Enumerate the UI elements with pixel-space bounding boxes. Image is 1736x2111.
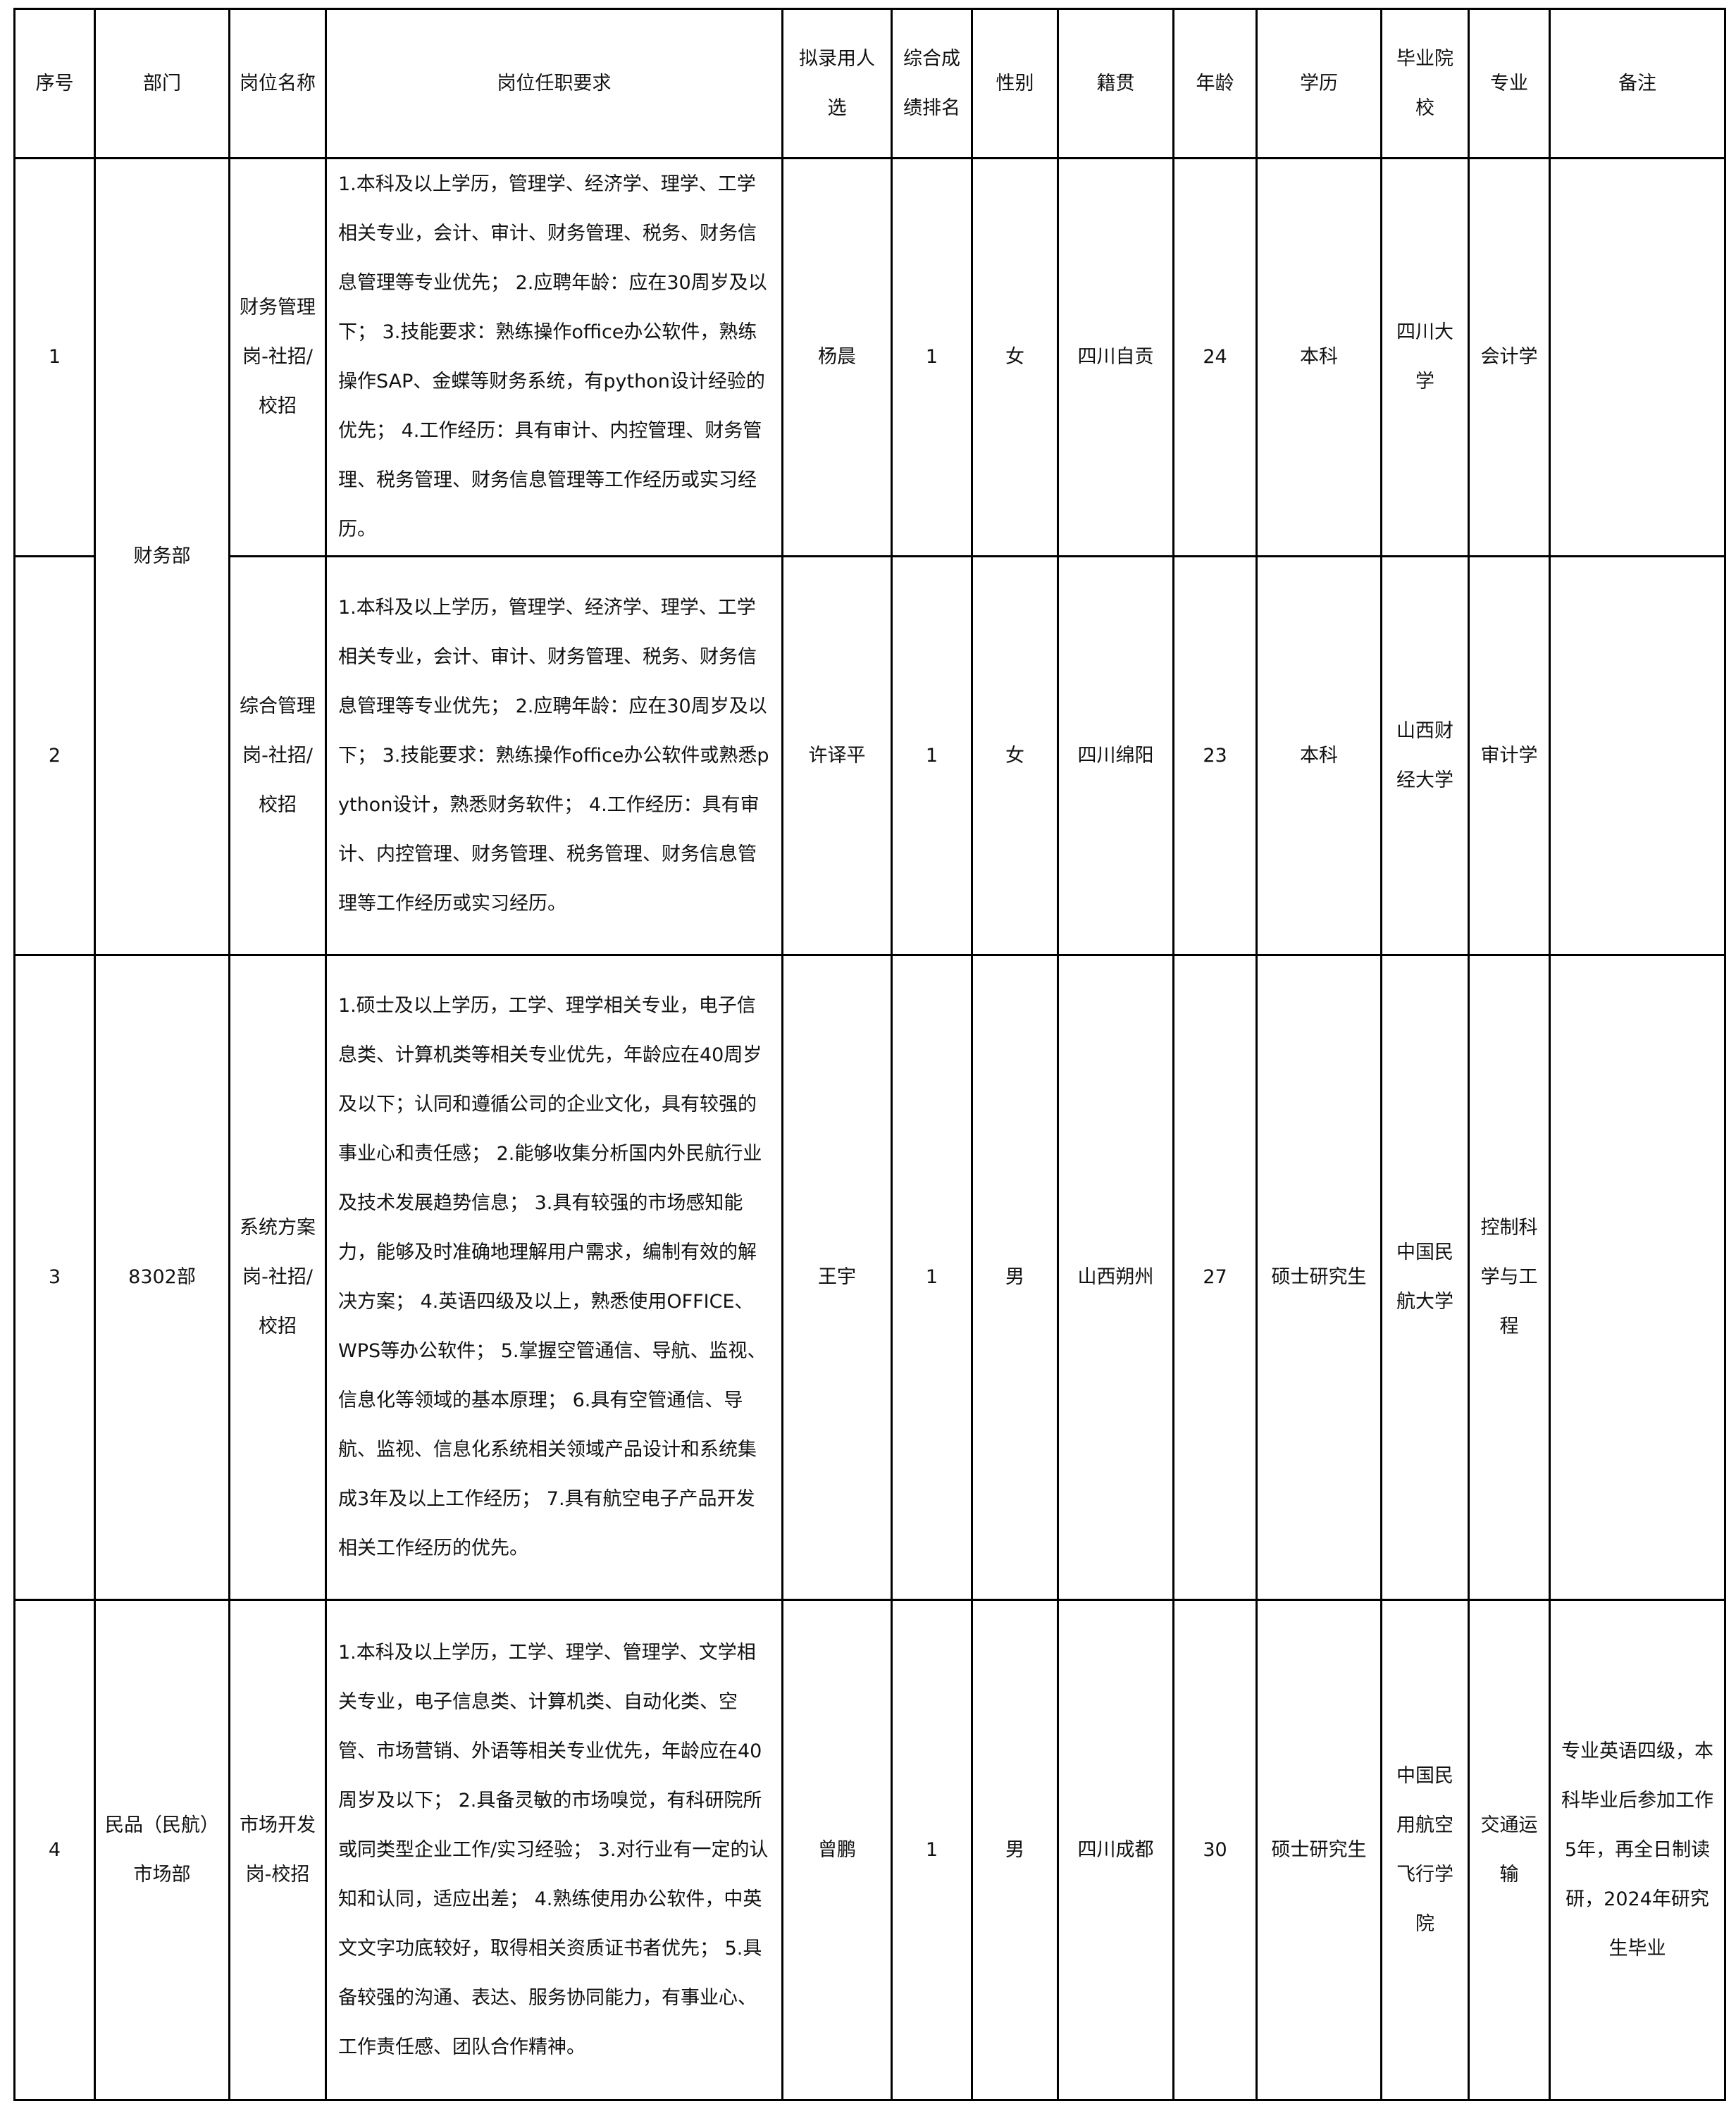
table-row: 2 综合管理岗-社招/校招 1.本科及以上学历，管理学、经济学、理学、工学相关专… (13, 555, 1726, 956)
cell-requirements: 1.硕士及以上学历，工学、理学相关专业，电子信息类、计算机类等相关专业优先，年龄… (325, 954, 783, 1601)
table-header-row: 序号 部门 岗位名称 岗位任职要求 拟录用人选 综合成绩排名 性别 籍贯 年龄 … (13, 8, 1726, 159)
cell-origin: 山西朔州 (1057, 954, 1174, 1601)
table-row: 3 8302部 系统方案岗-社招/校招 1.硕士及以上学历，工学、理学相关专业，… (13, 954, 1726, 1601)
cell-origin: 四川绵阳 (1057, 555, 1174, 956)
cell-candidate: 杨晨 (781, 157, 893, 557)
cell-education: 硕士研究生 (1256, 1599, 1382, 2101)
cell-age: 27 (1172, 954, 1258, 1601)
cell-age: 24 (1172, 157, 1258, 557)
cell-no: 3 (13, 954, 96, 1601)
cell-rank: 1 (891, 1599, 973, 2101)
recruitment-table: 序号 部门 岗位名称 岗位任职要求 拟录用人选 综合成绩排名 性别 籍贯 年龄 … (13, 8, 1726, 2101)
cell-dept: 民品（民航）市场部 (94, 1599, 230, 2101)
cell-age: 30 (1172, 1599, 1258, 2101)
cell-position: 市场开发岗-校招 (228, 1599, 327, 2101)
cell-requirements: 1.本科及以上学历，工学、理学、管理学、文学相关专业，电子信息类、计算机类、自动… (325, 1599, 783, 2101)
cell-dept: 8302部 (94, 954, 230, 1601)
cell-school: 山西财经大学 (1380, 555, 1470, 956)
cell-remark (1549, 954, 1726, 1601)
table-row: 4 民品（民航）市场部 市场开发岗-校招 1.本科及以上学历，工学、理学、管理学… (13, 1599, 1726, 2101)
header-no: 序号 (13, 8, 96, 159)
cell-gender: 男 (971, 954, 1059, 1601)
cell-dept: 财务部 (94, 157, 230, 956)
header-candidate: 拟录用人选 (781, 8, 893, 159)
header-age: 年龄 (1172, 8, 1258, 159)
header-rank: 综合成绩排名 (891, 8, 973, 159)
header-school: 毕业院校 (1380, 8, 1470, 159)
cell-major: 交通运输 (1468, 1599, 1551, 2101)
cell-major: 控制科学与工程 (1468, 954, 1551, 1601)
header-gender: 性别 (971, 8, 1059, 159)
cell-candidate: 曾鹏 (781, 1599, 893, 2101)
cell-school: 中国民航大学 (1380, 954, 1470, 1601)
cell-candidate: 王宇 (781, 954, 893, 1601)
cell-education: 本科 (1256, 555, 1382, 956)
cell-remark: 专业英语四级，本科毕业后参加工作5年，再全日制读研，2024年研究生毕业 (1549, 1599, 1726, 2101)
cell-education: 本科 (1256, 157, 1382, 557)
table-row: 1 财务部 财务管理岗-社招/校招 1.本科及以上学历，管理学、经济学、理学、工… (13, 157, 1726, 956)
cell-school: 四川大学 (1380, 157, 1470, 557)
cell-origin: 四川自贡 (1057, 157, 1174, 557)
cell-education: 硕士研究生 (1256, 954, 1382, 1601)
header-major: 专业 (1468, 8, 1551, 159)
header-education: 学历 (1256, 8, 1382, 159)
cell-rank: 1 (891, 954, 973, 1601)
cell-rank: 1 (891, 555, 973, 956)
cell-gender: 女 (971, 555, 1059, 956)
header-dept: 部门 (94, 8, 230, 159)
cell-gender: 男 (971, 1599, 1059, 2101)
cell-school: 中国民用航空飞行学院 (1380, 1599, 1470, 2101)
cell-age: 23 (1172, 555, 1258, 956)
cell-origin: 四川成都 (1057, 1599, 1174, 2101)
cell-no: 2 (13, 555, 96, 956)
cell-major: 会计学 (1468, 157, 1551, 557)
cell-candidate: 许译平 (781, 555, 893, 956)
cell-position: 系统方案岗-社招/校招 (228, 954, 327, 1601)
cell-rank: 1 (891, 157, 973, 557)
cell-remark (1549, 555, 1726, 956)
header-remark: 备注 (1549, 8, 1726, 159)
cell-requirements: 1.本科及以上学历，管理学、经济学、理学、工学相关专业，会计、审计、财务管理、税… (325, 157, 783, 557)
header-position: 岗位名称 (228, 8, 327, 159)
cell-major: 审计学 (1468, 555, 1551, 956)
cell-no: 4 (13, 1599, 96, 2101)
cell-gender: 女 (971, 157, 1059, 557)
cell-no: 1 (13, 157, 96, 557)
cell-requirements: 1.本科及以上学历，管理学、经济学、理学、工学相关专业，会计、审计、财务管理、税… (325, 555, 783, 956)
cell-position: 财务管理岗-社招/校招 (228, 157, 327, 557)
header-requirements: 岗位任职要求 (325, 8, 783, 159)
header-origin: 籍贯 (1057, 8, 1174, 159)
cell-remark (1549, 157, 1726, 557)
cell-position: 综合管理岗-社招/校招 (228, 555, 327, 956)
